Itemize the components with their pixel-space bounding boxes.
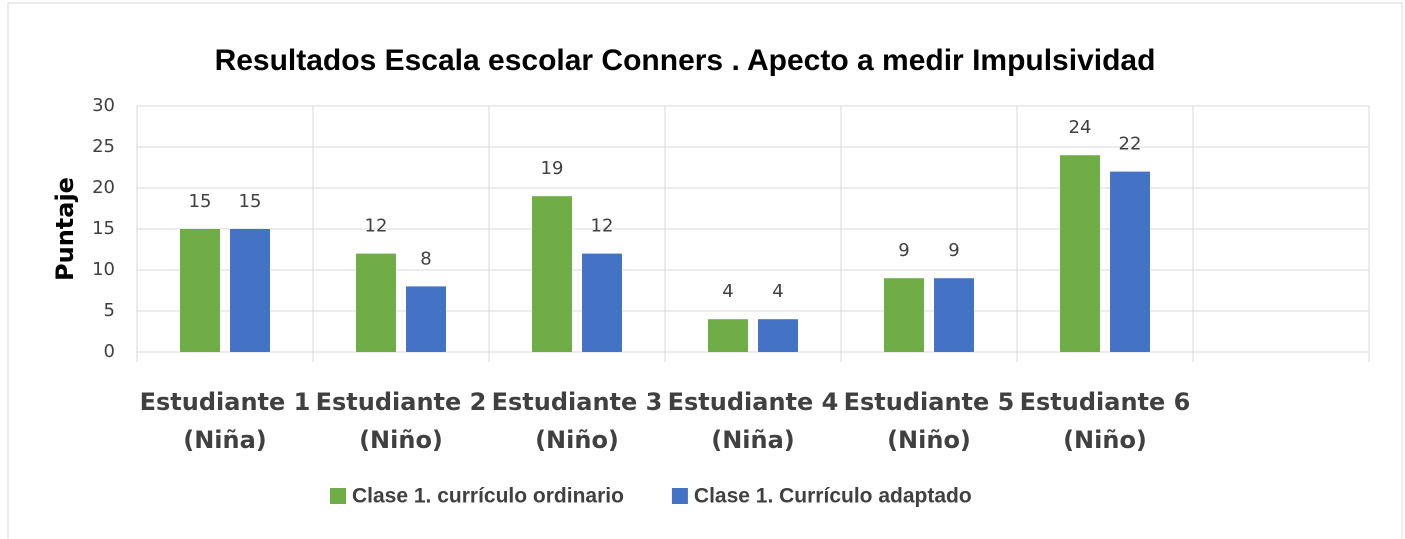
value-label: 15 xyxy=(189,191,212,212)
value-label: 12 xyxy=(591,216,614,237)
value-label: 12 xyxy=(365,216,388,237)
y-tick-label: 15 xyxy=(92,218,115,239)
x-tick-label: Estudiante 4 (Niña) xyxy=(667,388,839,454)
x-tick-label: Estudiante 6 (Niño) xyxy=(1019,388,1191,454)
y-tick-label: 30 xyxy=(92,95,115,116)
bar xyxy=(708,319,748,352)
x-tick-label: Estudiante 1 (Niña) xyxy=(139,388,311,454)
y-tick-label: 5 xyxy=(104,300,115,321)
legend-label: Clase 1. currículo ordinario xyxy=(352,485,624,508)
value-label: 15 xyxy=(239,191,262,212)
value-label: 9 xyxy=(898,240,909,261)
bar xyxy=(356,253,396,352)
y-axis-label: Puntaje xyxy=(51,177,79,281)
x-tick-label: Estudiante 3 (Niño) xyxy=(491,388,663,454)
value-label: 4 xyxy=(722,281,733,302)
bar xyxy=(406,286,446,352)
value-label: 8 xyxy=(420,248,431,269)
x-tick-label: Estudiante 2 (Niño) xyxy=(315,388,487,454)
bar xyxy=(532,196,572,352)
bar xyxy=(230,229,270,352)
chart-border xyxy=(7,2,1403,539)
chart-title: Resultados Escala escolar Conners . Apec… xyxy=(215,44,1156,77)
legend-swatch xyxy=(671,488,688,504)
legend-swatch xyxy=(330,488,346,504)
value-label: 9 xyxy=(948,240,959,261)
bar xyxy=(884,278,924,352)
bar xyxy=(582,253,622,352)
y-tick-label: 10 xyxy=(92,259,115,280)
y-tick-label: 0 xyxy=(104,341,115,362)
bar xyxy=(758,319,798,352)
legend-label: Clase 1. Currículo adaptado xyxy=(694,485,972,508)
x-tick-label: Estudiante 5 (Niño) xyxy=(843,388,1015,454)
bar xyxy=(1060,155,1100,352)
value-label: 19 xyxy=(541,158,564,179)
bar xyxy=(180,229,220,352)
bar xyxy=(934,278,974,352)
y-tick-label: 25 xyxy=(92,136,115,157)
value-label: 22 xyxy=(1119,134,1142,155)
value-label: 4 xyxy=(772,281,783,302)
bar xyxy=(1110,171,1150,352)
y-tick-label: 20 xyxy=(92,177,115,198)
value-label: 24 xyxy=(1069,117,1092,138)
